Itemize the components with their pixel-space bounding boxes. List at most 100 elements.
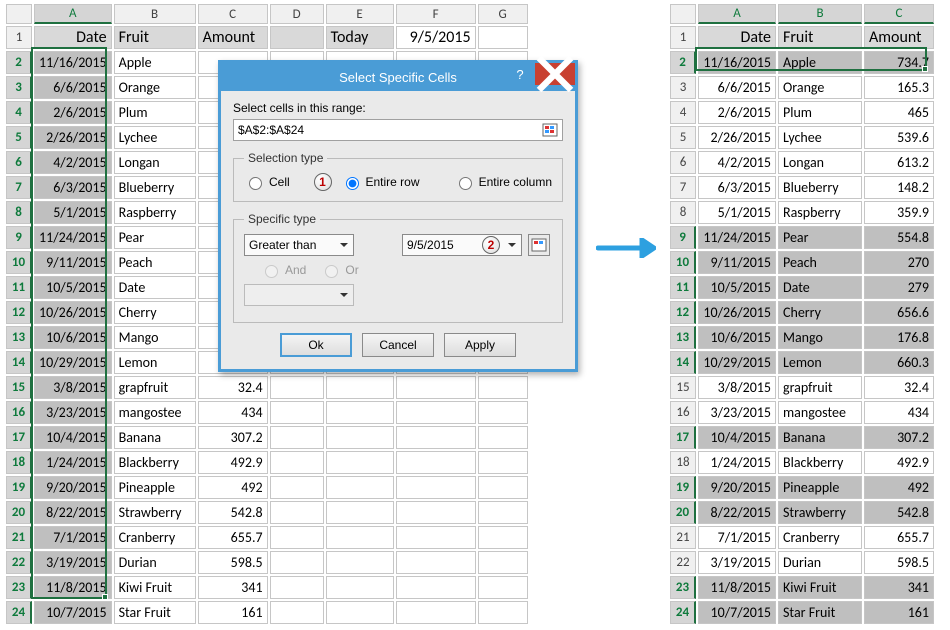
cell-date[interactable]: 7/1/2015 (698, 526, 776, 549)
cell-amount[interactable]: 307.2 (198, 426, 268, 449)
cell-amount[interactable]: 341 (864, 576, 934, 599)
cell-date[interactable]: 10/6/2015 (34, 326, 112, 349)
cell-date[interactable]: 2/26/2015 (698, 126, 776, 149)
radio-entire-column[interactable]: Entire column (454, 174, 552, 190)
cell-amount[interactable]: 492.9 (198, 451, 268, 474)
cell-amount[interactable]: 660.3 (864, 351, 934, 374)
cell-fruit[interactable]: Date (114, 276, 196, 299)
cell-amount[interactable]: 656.6 (864, 301, 934, 324)
cell-amount[interactable]: 492 (198, 476, 268, 499)
col-header-g[interactable]: G (478, 4, 528, 24)
cell-fruit[interactable]: Raspberry (778, 201, 862, 224)
cell-fruit[interactable]: Durian (778, 551, 862, 574)
cell-date[interactable]: 10/6/2015 (698, 326, 776, 349)
cell-amount[interactable]: 32.4 (198, 376, 268, 399)
cell[interactable] (478, 451, 528, 474)
cell-fruit[interactable]: Cranberry (114, 526, 196, 549)
cell-date-header[interactable]: Date (698, 26, 776, 49)
row-header[interactable]: 15 (670, 376, 696, 399)
row-header[interactable]: 19 (6, 476, 32, 499)
close-button[interactable] (535, 63, 575, 85)
cell[interactable] (396, 376, 476, 399)
cell[interactable] (478, 26, 528, 49)
cell-fruit[interactable]: Lemon (778, 351, 862, 374)
cell-fruit[interactable]: Blueberry (114, 176, 196, 199)
cell[interactable] (478, 526, 528, 549)
cell-fruit[interactable]: Pineapple (114, 476, 196, 499)
row-header[interactable]: 14 (670, 351, 696, 374)
cell-today-label[interactable]: Today (326, 26, 394, 49)
cell-fruit[interactable]: Banana (778, 426, 862, 449)
ok-button[interactable]: Ok (280, 333, 352, 357)
cell-fruit[interactable]: Pineapple (778, 476, 862, 499)
row-header[interactable]: 5 (6, 126, 32, 149)
cell-fruit[interactable]: Pear (778, 226, 862, 249)
cell[interactable] (270, 451, 324, 474)
cell-fruit[interactable]: Lemon (114, 351, 196, 374)
cell-date[interactable]: 9/20/2015 (698, 476, 776, 499)
row-header[interactable]: 2 (670, 51, 696, 74)
cell-date[interactable]: 3/23/2015 (698, 401, 776, 424)
cell-date[interactable]: 4/2/2015 (34, 151, 112, 174)
row-header[interactable]: 8 (6, 201, 32, 224)
cell[interactable] (326, 576, 394, 599)
cell-fruit[interactable]: mangostee (114, 401, 196, 424)
cell-date[interactable]: 11/24/2015 (34, 226, 112, 249)
row-header[interactable]: 7 (670, 176, 696, 199)
cell-date[interactable]: 1/24/2015 (698, 451, 776, 474)
cell[interactable] (478, 601, 528, 624)
cell-amount[interactable]: 165.3 (864, 76, 934, 99)
row-header[interactable]: 9 (6, 226, 32, 249)
cell-amount[interactable]: 613.2 (864, 151, 934, 174)
cell-amount[interactable]: 434 (864, 401, 934, 424)
cell[interactable] (396, 551, 476, 574)
row-header[interactable]: 21 (670, 526, 696, 549)
cell-date[interactable]: 11/16/2015 (34, 51, 112, 74)
range-picker-icon[interactable] (540, 121, 560, 139)
cell-today-value[interactable]: 9/5/2015 (396, 26, 476, 49)
col-header-d[interactable]: D (270, 4, 324, 24)
cell[interactable] (270, 551, 324, 574)
cell[interactable] (478, 576, 528, 599)
cell-date[interactable]: 7/1/2015 (34, 526, 112, 549)
row-header[interactable]: 13 (6, 326, 32, 349)
cell[interactable] (326, 551, 394, 574)
cell[interactable] (396, 526, 476, 549)
cell-date[interactable]: 8/22/2015 (34, 501, 112, 524)
cell-fruit[interactable]: Mango (114, 326, 196, 349)
cell-fruit[interactable]: Kiwi Fruit (114, 576, 196, 599)
cell-fruit[interactable]: Strawberry (778, 501, 862, 524)
row-header[interactable]: 7 (6, 176, 32, 199)
cell-amount[interactable]: 465 (864, 101, 934, 124)
row-header[interactable]: 14 (6, 351, 32, 374)
row-header[interactable]: 17 (670, 426, 696, 449)
cell[interactable] (396, 426, 476, 449)
cell-date[interactable]: 10/29/2015 (34, 351, 112, 374)
cell-fruit[interactable]: Orange (114, 76, 196, 99)
cell-amount[interactable]: 359.9 (864, 201, 934, 224)
cell[interactable] (270, 526, 324, 549)
cell-date[interactable]: 10/26/2015 (34, 301, 112, 324)
cell-date[interactable]: 11/16/2015 (698, 51, 776, 74)
cell-amount-header[interactable]: Amount (198, 26, 268, 49)
cell-fruit[interactable]: Lychee (114, 126, 196, 149)
cancel-button[interactable]: Cancel (362, 333, 434, 357)
cell-amount[interactable]: 492 (864, 476, 934, 499)
radio-cell[interactable]: Cell (244, 174, 290, 190)
cell-fruit[interactable]: Pear (114, 226, 196, 249)
cell-fruit[interactable]: Apple (114, 51, 196, 74)
cell-date[interactable]: 9/11/2015 (34, 251, 112, 274)
row-header[interactable]: 16 (670, 401, 696, 424)
cell-date[interactable]: 3/8/2015 (698, 376, 776, 399)
cell[interactable] (396, 576, 476, 599)
cell-date[interactable]: 10/7/2015 (34, 601, 112, 624)
cell[interactable] (396, 501, 476, 524)
cell[interactable] (478, 476, 528, 499)
cell-fruit[interactable]: Plum (778, 101, 862, 124)
corner-cell[interactable] (6, 4, 32, 24)
row-header[interactable]: 21 (6, 526, 32, 549)
row-header[interactable]: 6 (6, 151, 32, 174)
col-header-b[interactable]: B (778, 4, 862, 24)
row-header[interactable]: 24 (6, 601, 32, 624)
cell[interactable] (270, 476, 324, 499)
